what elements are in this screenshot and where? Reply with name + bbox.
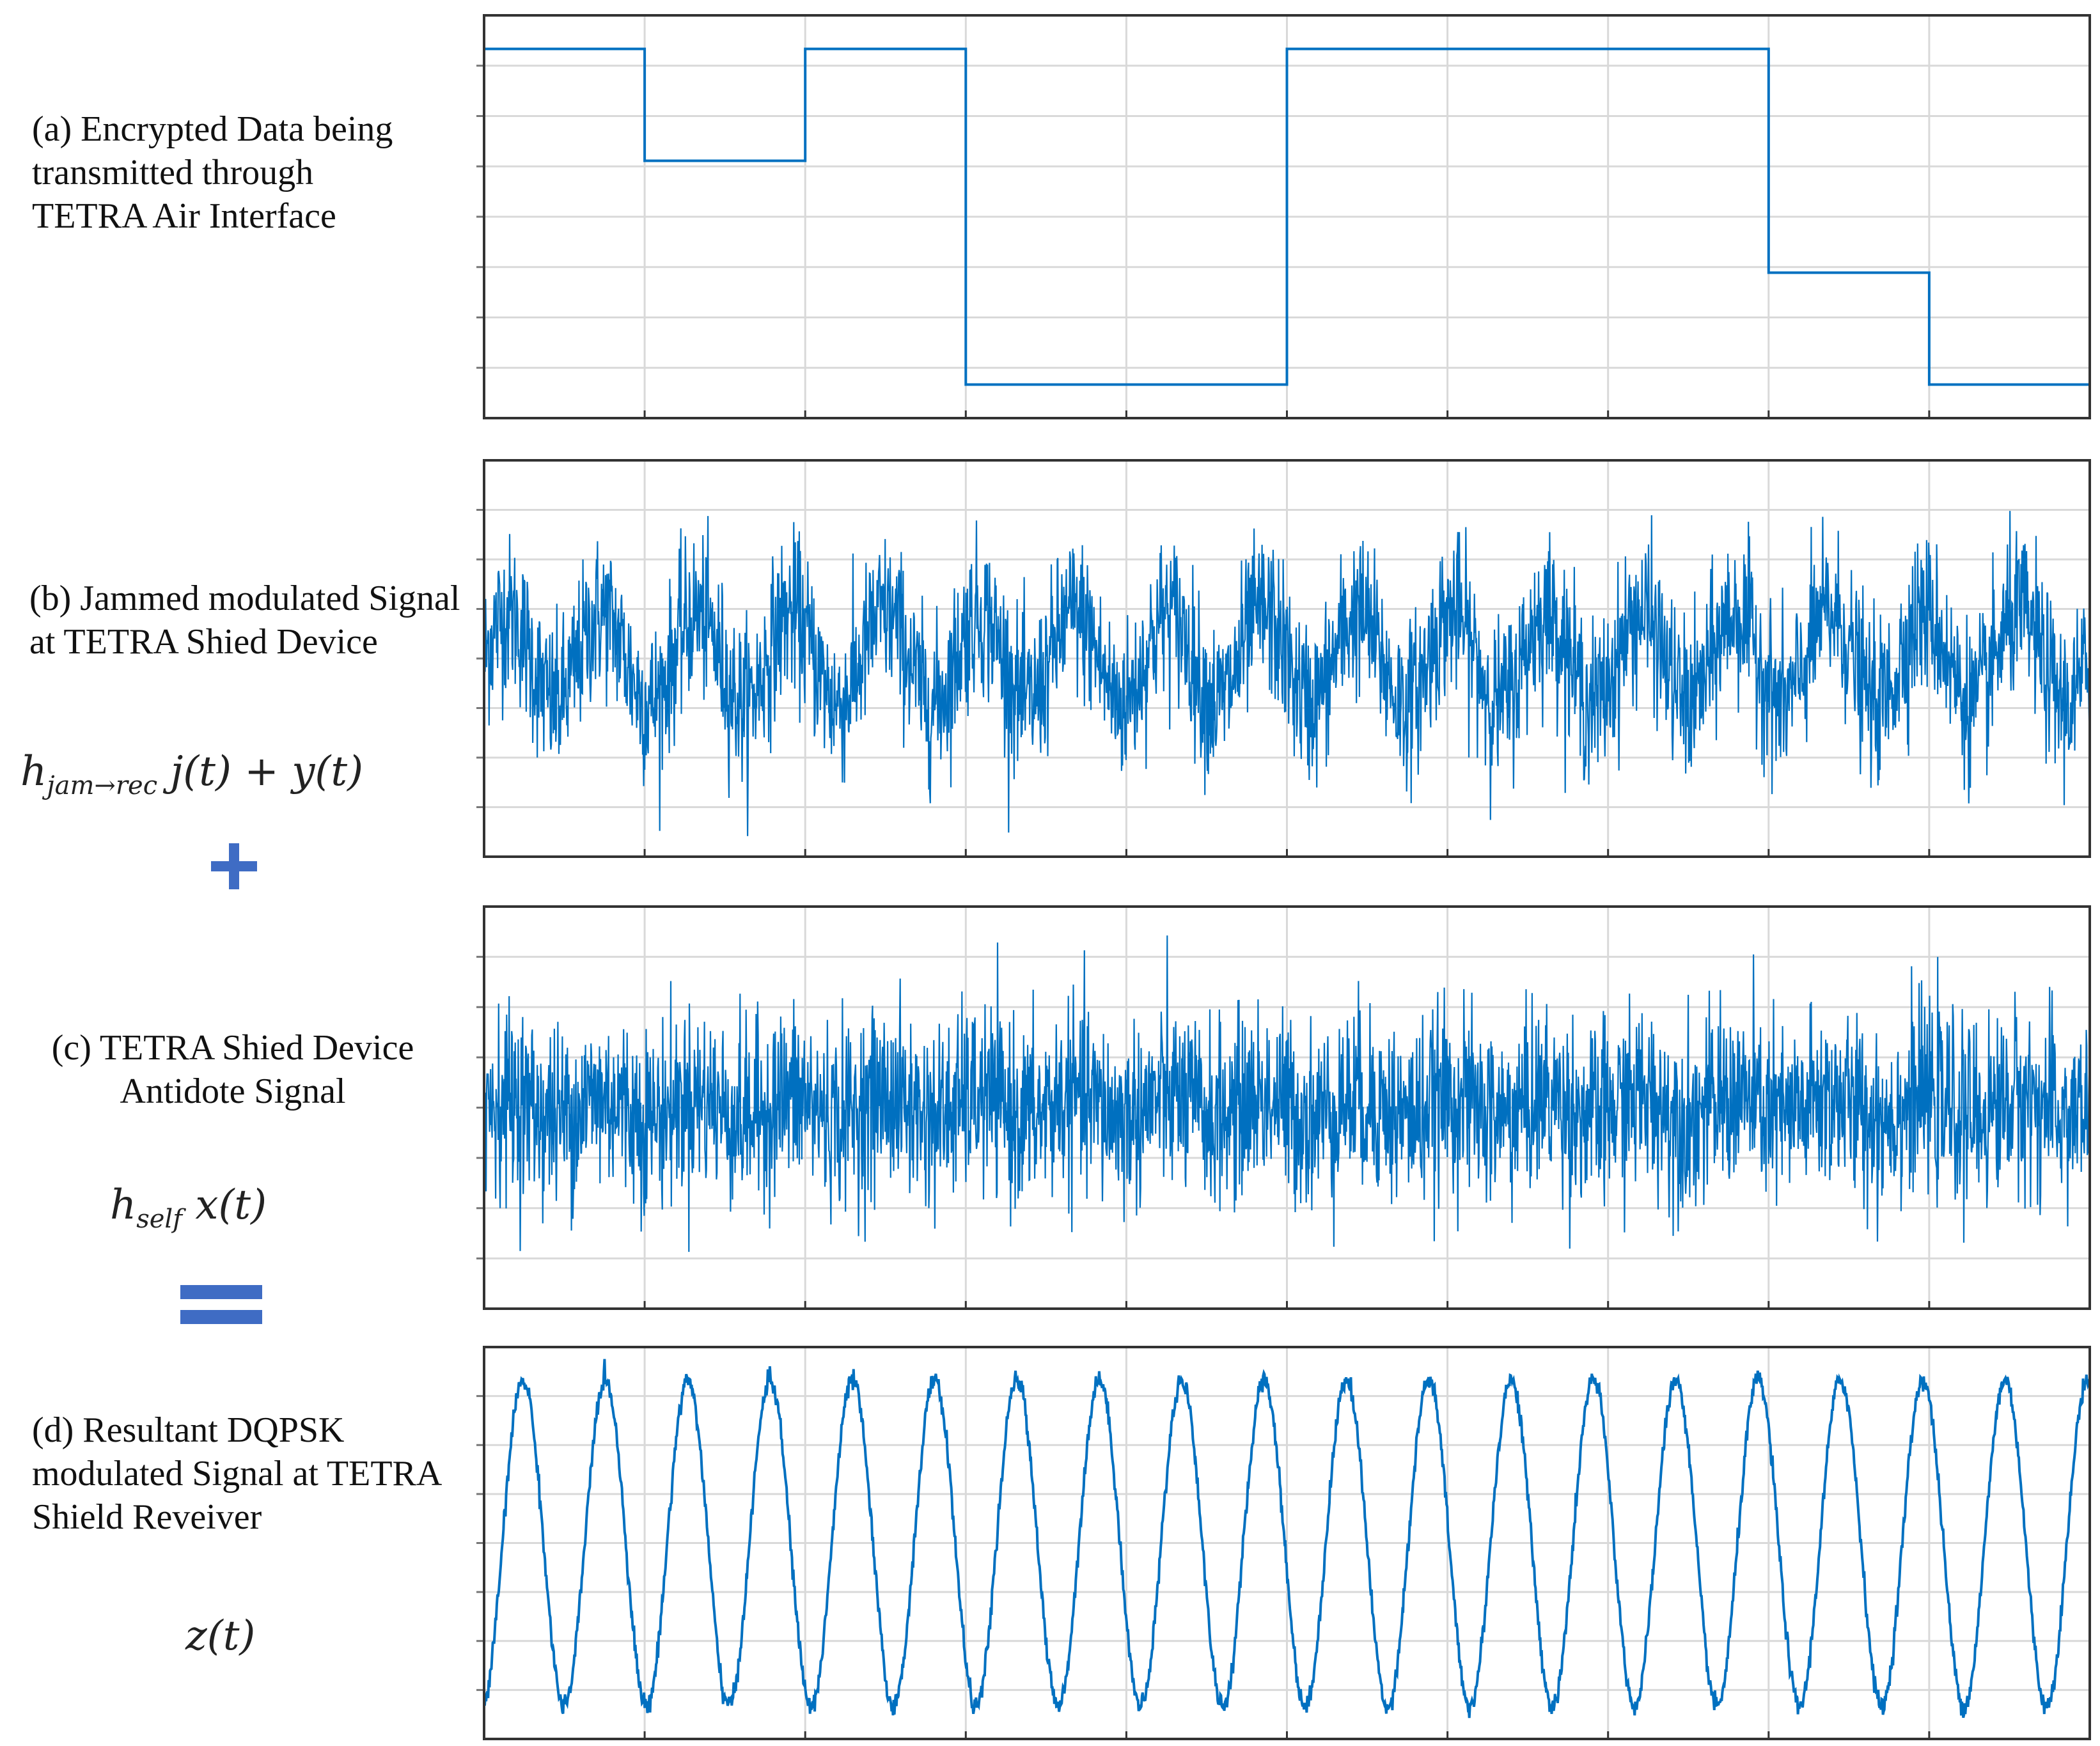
label-a: (a) Encrypted Data being transmitted thr… bbox=[32, 109, 393, 236]
formula-b-h: h bbox=[20, 748, 47, 795]
formula-d: z(t) bbox=[185, 1612, 256, 1660]
formula-b-sub: jam→rec bbox=[47, 770, 158, 800]
panel-2-frame bbox=[483, 905, 2091, 1310]
formula-c-h: h bbox=[110, 1181, 137, 1229]
label-c: (c) TETRA Shied Device Antidote Signal bbox=[51, 1028, 414, 1111]
panel-1-noise-series bbox=[483, 511, 2091, 836]
formula-c: hself x(t) bbox=[110, 1181, 267, 1234]
panel-2-noise-series bbox=[483, 935, 2091, 1252]
panel-0-frame bbox=[483, 14, 2091, 419]
panel-0-step-series bbox=[484, 47, 2090, 386]
formula-c-sub: self bbox=[136, 1204, 183, 1234]
label-b: (b) Jammed modulated Signal at TETRA Shi… bbox=[29, 579, 460, 662]
formula-b-rest: j(t) + y(t) bbox=[157, 748, 364, 795]
equals-icon-top bbox=[180, 1285, 262, 1299]
plus-icon-v bbox=[229, 843, 239, 889]
panel-3-sine-series bbox=[483, 1359, 2091, 1719]
panel-3-frame bbox=[483, 1346, 2091, 1740]
equals-icon-bottom bbox=[180, 1310, 262, 1324]
label-d: (d) Resultant DQPSK modulated Signal at … bbox=[32, 1410, 441, 1537]
formula-c-rest: x(t) bbox=[182, 1181, 267, 1229]
formula-b: hjam→rec j(t) + y(t) bbox=[20, 748, 363, 800]
panel-1-frame bbox=[483, 459, 2091, 858]
